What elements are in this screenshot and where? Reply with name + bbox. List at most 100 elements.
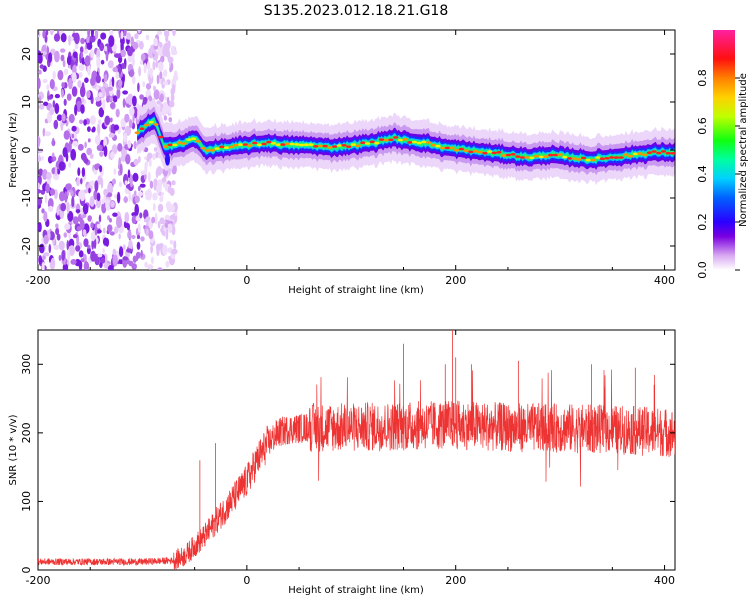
spectrogram-x-axis-label: Height of straight line (km) (288, 285, 424, 296)
ridge-peak (346, 145, 352, 148)
noise-blob (90, 76, 96, 86)
noise-blob (103, 45, 108, 52)
noise-blob (74, 104, 78, 116)
snr-x-ticks: -200 0 200 400 (26, 330, 675, 587)
noise-blob (156, 74, 160, 85)
noise-blob (96, 144, 103, 151)
noise-blob (171, 225, 176, 236)
ridge-peak (581, 156, 587, 160)
ridge-peak (458, 147, 464, 151)
ridge-peak (534, 154, 540, 158)
noise-blob (131, 212, 137, 217)
noise-blob (43, 252, 50, 257)
noise-blob (124, 180, 128, 185)
noise-blob (94, 135, 101, 145)
noise-blob (134, 33, 139, 40)
ridge-peak (421, 140, 427, 144)
ridge-peak (144, 123, 150, 127)
ridge-peak (153, 123, 159, 126)
noise-blob (118, 79, 123, 88)
ridge-peak (566, 157, 573, 160)
noise-blob (112, 95, 118, 103)
noise-blob (38, 31, 41, 38)
noise-blob (120, 49, 127, 58)
ridge-peak (379, 138, 385, 141)
noise-blob (171, 248, 178, 255)
noise-blob (102, 237, 109, 246)
colorbar: 0.0 0.2 0.4 0.6 0.8 Normalized spectral ampl… (696, 30, 749, 279)
noise-blob (87, 244, 91, 249)
colorbar-tick-label: 0.6 (696, 117, 709, 135)
noise-blob (63, 130, 70, 140)
noise-blob (159, 217, 165, 225)
noise-blob (72, 140, 79, 147)
noise-blob (43, 234, 49, 245)
x-tick-label: 400 (654, 274, 675, 287)
noise-blob (78, 250, 84, 258)
noise-blob (49, 30, 54, 36)
noise-blob (49, 79, 55, 90)
ridge-peak (604, 157, 610, 160)
noise-blob (50, 257, 56, 270)
noise-blob (48, 243, 52, 254)
ridge-peak (191, 137, 197, 140)
noise-blob (58, 161, 65, 171)
spectrogram-noise-region (38, 30, 179, 270)
noise-blob (43, 101, 49, 107)
noise-blob (116, 191, 121, 204)
noise-blob (86, 90, 91, 99)
ridge-peak (557, 153, 563, 156)
noise-blob (71, 72, 77, 83)
noise-blob (52, 100, 56, 108)
noise-blob (38, 197, 43, 206)
noise-blob (112, 66, 118, 73)
noise-blob (117, 143, 123, 152)
noise-blob (127, 140, 132, 149)
noise-blob (43, 211, 48, 223)
ridge-peak (496, 151, 502, 154)
ridge-peak (670, 152, 675, 155)
noise-blob (60, 54, 65, 62)
ridge-peak (228, 145, 234, 149)
y-tick-label: 10 (20, 95, 33, 109)
noise-blob (159, 196, 163, 203)
ridge-peak (628, 154, 634, 158)
ridge-peak (148, 120, 154, 124)
noise-blob (120, 36, 125, 46)
noise-blob (96, 192, 101, 202)
ridge-peak (411, 140, 418, 144)
noise-blob (103, 145, 108, 157)
ridge-peak (538, 155, 544, 159)
ridge-peak (444, 146, 450, 150)
colorbar-label: Normalized spectral amplitude (738, 73, 749, 227)
noise-blob (157, 203, 164, 213)
noise-blob (65, 183, 72, 191)
ridge-peak (571, 157, 577, 160)
noise-blob (110, 102, 115, 109)
noise-blob (153, 45, 159, 50)
noise-blob (147, 171, 151, 183)
noise-blob (99, 42, 105, 52)
noise-blob (144, 161, 149, 168)
noise-blob (152, 192, 158, 200)
noise-blob (122, 73, 126, 83)
noise-blob (87, 215, 92, 222)
ridge-peak (660, 150, 667, 153)
noise-blob (128, 93, 132, 100)
noise-blob (157, 267, 163, 270)
noise-blob (165, 260, 170, 268)
noise-blob (173, 70, 178, 80)
ridge-peak (623, 153, 629, 156)
noise-blob (109, 117, 113, 123)
ridge-peak (238, 143, 244, 146)
noise-blob (130, 181, 133, 188)
noise-blob (161, 106, 167, 115)
noise-blob (154, 212, 158, 225)
noise-blob (94, 180, 99, 193)
noise-blob (92, 126, 96, 132)
noise-blob (149, 180, 154, 189)
noise-blob (159, 61, 163, 71)
noise-blob (100, 32, 107, 40)
noise-blob (61, 113, 66, 122)
noise-blob (89, 180, 96, 186)
